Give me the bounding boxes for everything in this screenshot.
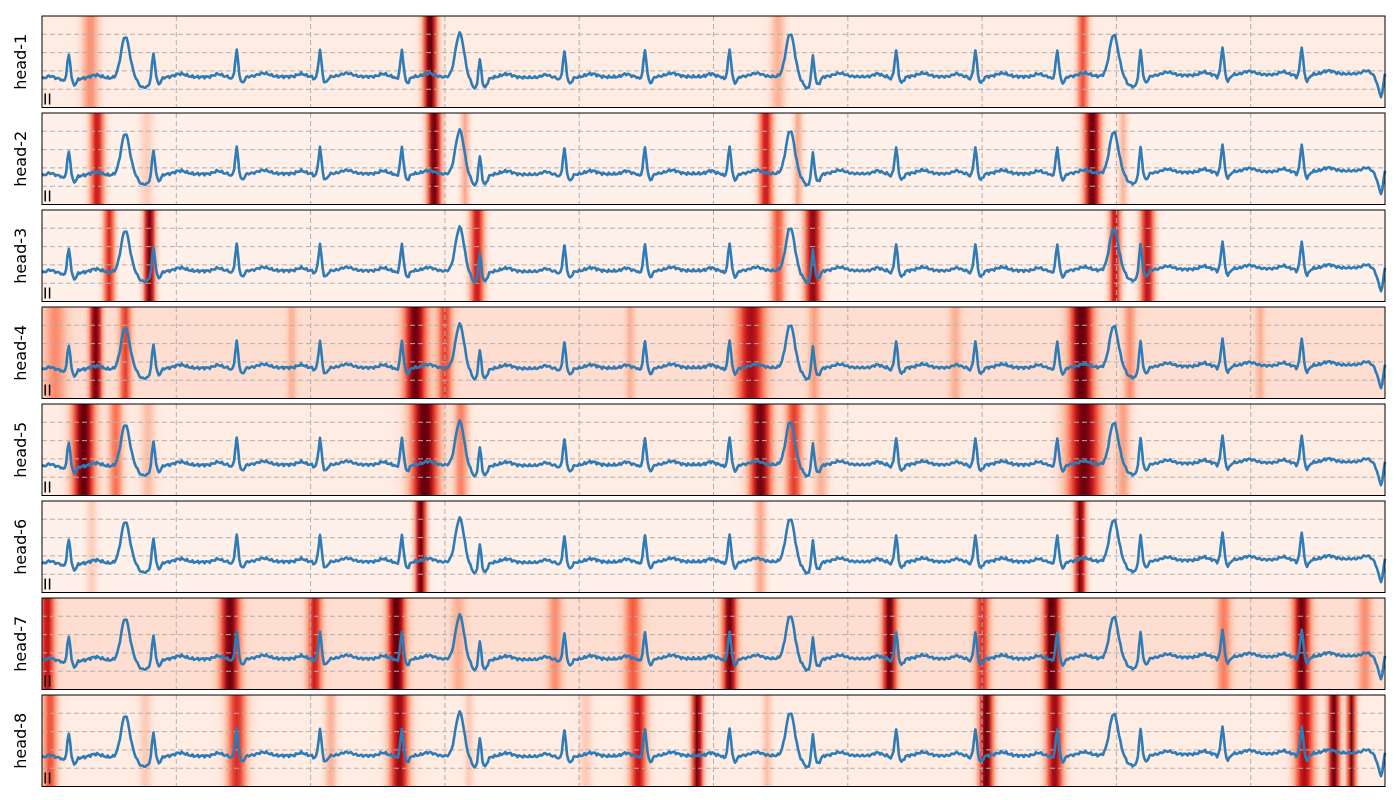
- ecg-signal-line: [41, 225, 1387, 293]
- panel-frame: [41, 403, 1386, 496]
- attention-heatmap: [42, 598, 1385, 690]
- lead-label: II: [43, 576, 52, 594]
- panel-frame: [41, 597, 1386, 690]
- lead-label: II: [43, 770, 52, 788]
- head-label: head-8: [11, 713, 30, 769]
- panel-head-6: II head-6: [11, 500, 1387, 594]
- head-label: head-6: [11, 519, 30, 575]
- ecg-signal-line: [41, 516, 1387, 584]
- panel-frame: [41, 15, 1386, 108]
- head-label: head-5: [11, 422, 30, 478]
- ecg-signal-line: [41, 613, 1387, 681]
- head-label: head-7: [11, 616, 30, 672]
- attention-heatmap: [42, 404, 1385, 496]
- attention-heatmap: [42, 113, 1385, 205]
- attention-heatmap: [42, 210, 1385, 302]
- lead-label: II: [43, 382, 52, 400]
- panel-head-7: II head-7: [11, 597, 1387, 691]
- head-label: head-3: [11, 228, 30, 284]
- lead-label: II: [43, 91, 52, 109]
- panel-frame: [41, 112, 1386, 205]
- panel-head-8: II head-8: [11, 694, 1387, 788]
- head-label: head-4: [11, 325, 30, 381]
- head-label: head-2: [11, 131, 30, 187]
- lead-label: II: [43, 673, 52, 691]
- ecg-signal-line: [41, 31, 1387, 99]
- panel-frame: [41, 209, 1386, 302]
- lead-label: II: [43, 188, 52, 206]
- attention-heatmap: [42, 501, 1385, 593]
- lead-label: II: [43, 285, 52, 303]
- panel-frame: [41, 694, 1386, 787]
- panel-head-4: II head-4: [11, 306, 1387, 400]
- ecg-signal-line: [41, 128, 1387, 196]
- panel-head-2: II head-2: [11, 112, 1387, 206]
- panel-head-1: II head-1: [11, 15, 1387, 109]
- ecg-signal-line: [41, 419, 1387, 487]
- lead-label: II: [43, 479, 52, 497]
- attention-heatmap: [42, 695, 1385, 787]
- ecg-signal-line: [41, 322, 1387, 390]
- head-label: head-1: [11, 34, 30, 90]
- attention-heatmap: [42, 16, 1385, 108]
- panel-frame: [41, 500, 1386, 593]
- ecg-signal-line: [41, 710, 1387, 778]
- panel-head-3: II head-3: [11, 209, 1387, 303]
- panel-head-5: II head-5: [11, 403, 1387, 497]
- panel-frame: [41, 306, 1386, 399]
- attention-heatmap: [42, 307, 1385, 399]
